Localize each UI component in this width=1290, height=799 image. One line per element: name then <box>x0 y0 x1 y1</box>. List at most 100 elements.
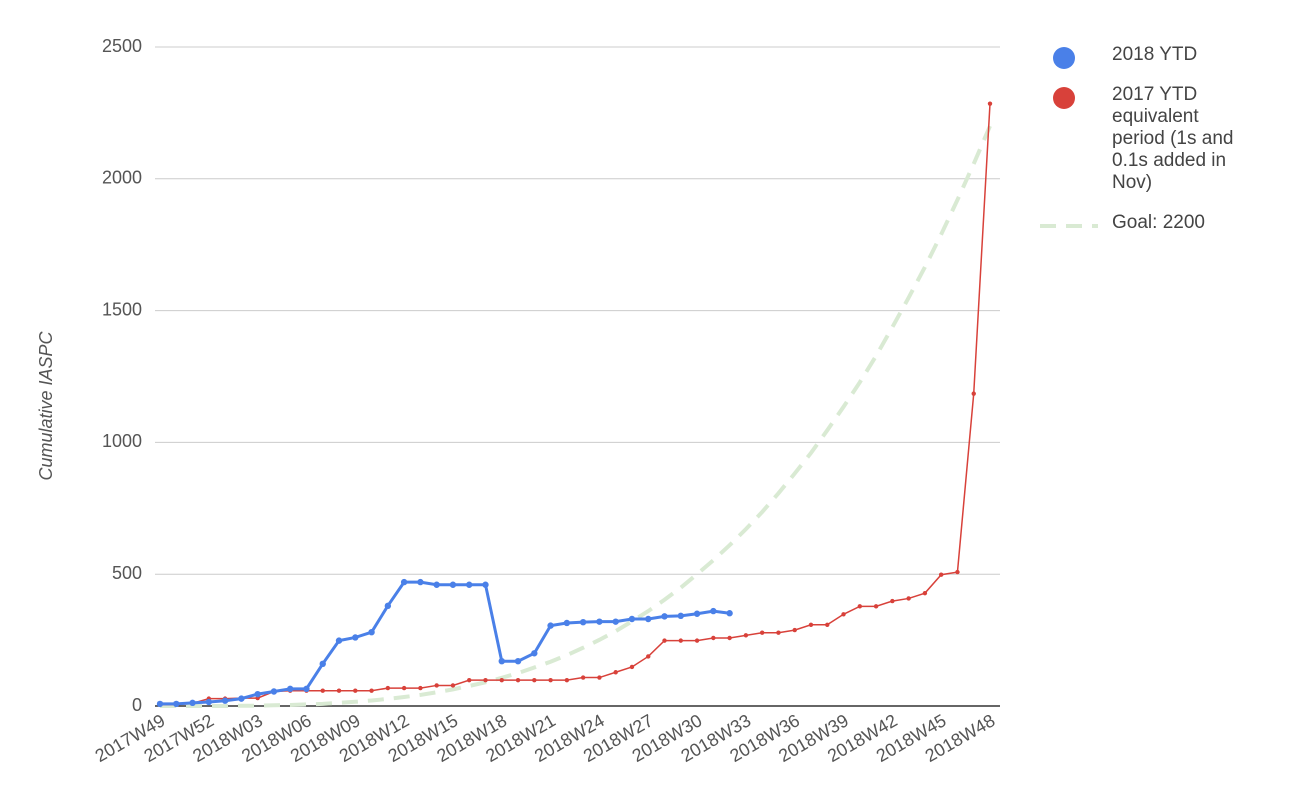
y-tick-label: 1000 <box>102 431 142 451</box>
legend: 2018 YTD 2017 YTD equivalent period (1s a… <box>1040 44 1240 252</box>
point <box>286 685 294 693</box>
legend-marker <box>1053 47 1075 69</box>
point <box>727 635 732 641</box>
point <box>564 677 570 683</box>
point <box>270 688 278 695</box>
point <box>579 618 587 626</box>
point <box>645 615 652 623</box>
point <box>400 578 408 586</box>
point <box>825 622 830 628</box>
point <box>694 638 700 643</box>
y-tick-label: 500 <box>112 563 142 583</box>
point <box>417 578 424 586</box>
point <box>384 602 392 610</box>
point <box>352 634 359 641</box>
point <box>710 607 717 615</box>
point <box>401 685 407 691</box>
point <box>563 619 571 627</box>
point <box>532 677 537 683</box>
point <box>466 581 473 588</box>
point <box>612 618 619 625</box>
point <box>955 569 960 575</box>
point <box>205 698 213 706</box>
point <box>483 677 488 683</box>
point <box>368 628 375 636</box>
point <box>353 688 358 693</box>
point <box>580 675 586 680</box>
point <box>629 664 635 670</box>
point <box>369 688 374 693</box>
point <box>890 598 895 604</box>
point <box>971 391 976 396</box>
point <box>661 613 668 620</box>
point <box>857 604 863 609</box>
y-tick-label: 2000 <box>102 168 142 188</box>
series <box>156 578 733 708</box>
point <box>336 688 342 693</box>
point <box>662 638 667 643</box>
point <box>548 677 553 683</box>
legend-label: 2017 YTD equivalent period (1s and 0.1s … <box>1112 84 1234 193</box>
point <box>319 660 326 668</box>
y-tick-label: 2500 <box>102 36 142 56</box>
legend-marker <box>1053 87 1075 109</box>
point <box>596 618 603 625</box>
point <box>385 685 391 691</box>
point <box>808 622 814 628</box>
legend-item: 2018 YTD <box>1040 44 1240 69</box>
point <box>303 685 310 693</box>
point <box>449 581 457 588</box>
point <box>482 581 489 588</box>
point <box>433 581 440 588</box>
point <box>776 630 781 635</box>
point <box>693 610 701 617</box>
y-axis-label: Cumulative IASPC <box>36 330 56 480</box>
point <box>646 654 651 659</box>
point <box>434 683 439 688</box>
point <box>711 635 716 641</box>
point <box>156 700 164 708</box>
point <box>221 697 229 704</box>
y-tick-label: 1500 <box>102 299 142 319</box>
point <box>450 683 456 688</box>
point <box>678 638 683 643</box>
point <box>515 677 521 683</box>
point <box>189 699 196 707</box>
series <box>160 125 992 708</box>
point <box>498 657 505 665</box>
point <box>320 688 325 693</box>
legend-swatch <box>1040 224 1098 228</box>
legend-swatch <box>1053 87 1075 109</box>
legend-item: Goal: 2200 <box>1040 212 1240 234</box>
point <box>173 700 180 708</box>
point <box>743 633 749 638</box>
point <box>254 690 261 698</box>
series <box>157 101 993 707</box>
point <box>531 650 538 657</box>
point <box>922 590 928 596</box>
point <box>547 622 554 629</box>
point <box>906 596 911 601</box>
point <box>938 572 944 577</box>
point <box>335 637 343 644</box>
point <box>841 612 846 617</box>
point <box>418 685 423 691</box>
legend-swatch <box>1053 47 1075 69</box>
point <box>467 677 472 683</box>
goal-line <box>160 125 992 708</box>
point <box>514 657 522 665</box>
legend-label: Goal: 2200 <box>1112 212 1205 233</box>
series-line <box>160 103 991 706</box>
point <box>677 612 684 620</box>
point <box>499 677 504 683</box>
point <box>613 670 618 675</box>
point <box>628 615 636 623</box>
legend-label: 2018 YTD <box>1112 44 1198 65</box>
y-tick-label: 0 <box>132 695 142 715</box>
point <box>238 695 245 702</box>
point <box>597 675 602 680</box>
point <box>987 101 993 106</box>
point <box>726 610 733 617</box>
